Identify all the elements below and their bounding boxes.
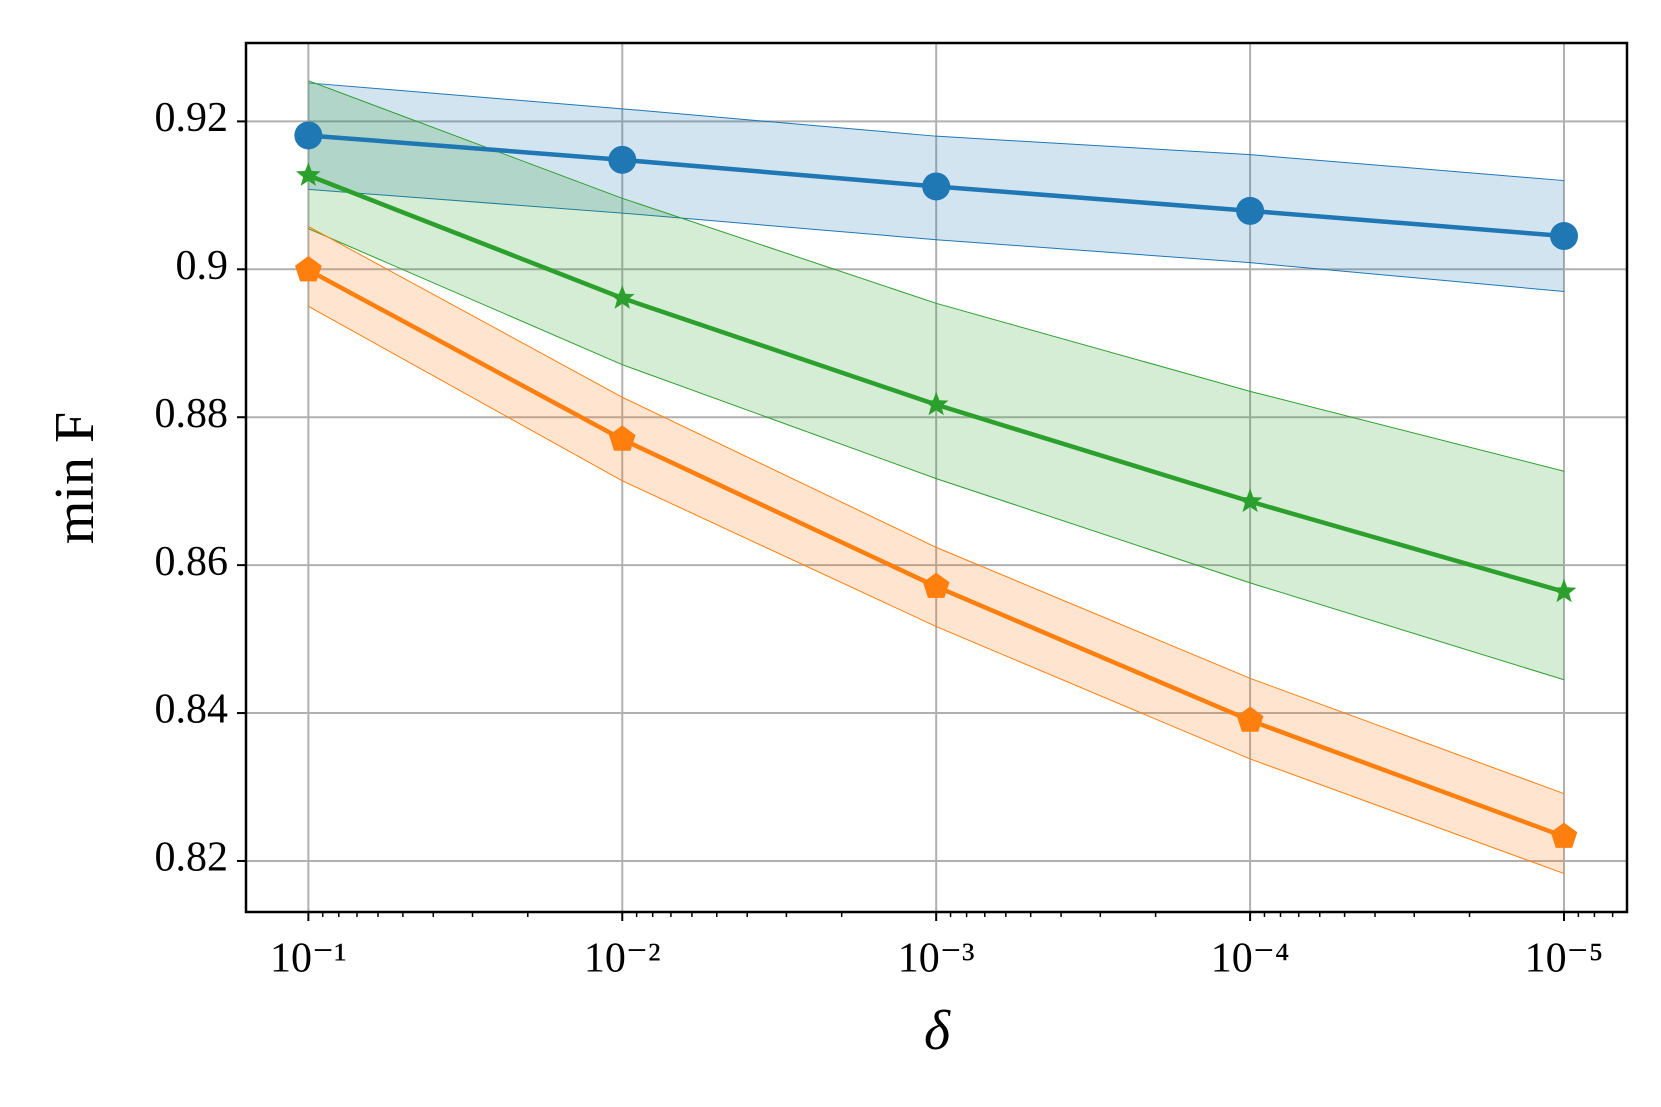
band-edge [308, 82, 1565, 182]
marker [1236, 706, 1264, 732]
x-axis-label: δ [924, 1000, 951, 1062]
marker [1237, 488, 1263, 513]
marker [608, 145, 637, 174]
band-edge [308, 80, 1565, 472]
band-edge [308, 225, 1565, 795]
marker [922, 172, 951, 201]
marker [1551, 578, 1577, 603]
band-edge [308, 305, 1565, 875]
plot-frame [244, 41, 1629, 914]
band [308, 80, 1565, 680]
y-tick-label: 0.88 [155, 391, 229, 437]
x-tick-label: 10⁻⁵ [1525, 936, 1604, 982]
marker [1236, 196, 1265, 225]
x-tick-label: 10⁻¹ [270, 936, 347, 982]
y-tick-label: 0.84 [155, 687, 229, 733]
y-tick-label: 0.86 [155, 539, 229, 585]
marker [609, 425, 636, 451]
marker [296, 162, 321, 186]
x-tick-label: 10⁻⁴ [1211, 936, 1290, 982]
x-tick-label: 10⁻³ [898, 936, 975, 982]
marker [1550, 222, 1579, 251]
x-tick-label: 10⁻² [584, 936, 661, 982]
band-edge [308, 188, 1565, 292]
band-edge [308, 228, 1565, 681]
marker [609, 285, 635, 309]
marker [294, 121, 323, 150]
y-tick-label: 0.82 [155, 835, 229, 881]
y-tick-label: 0.9 [176, 243, 229, 289]
y-axis-label: min F [44, 412, 106, 544]
y-tick-label: 0.92 [155, 95, 229, 141]
marker [923, 391, 949, 416]
marker [922, 572, 950, 598]
marker [1550, 822, 1578, 848]
marker [295, 256, 322, 282]
